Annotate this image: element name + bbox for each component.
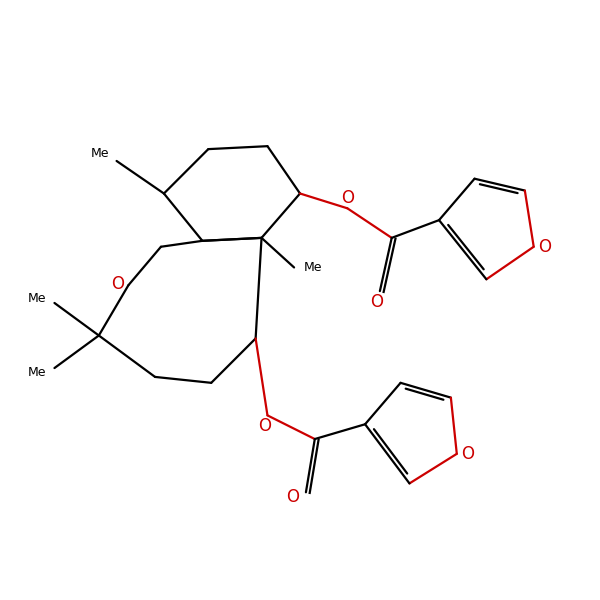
Text: O: O (111, 275, 124, 293)
Text: O: O (341, 188, 354, 206)
Text: O: O (258, 417, 271, 435)
Text: Me: Me (304, 261, 322, 274)
Text: O: O (286, 488, 299, 506)
Text: Me: Me (28, 292, 46, 305)
Text: O: O (370, 293, 383, 311)
Text: O: O (461, 445, 474, 463)
Text: Me: Me (28, 366, 46, 379)
Text: O: O (538, 238, 551, 256)
Text: Me: Me (91, 148, 109, 160)
